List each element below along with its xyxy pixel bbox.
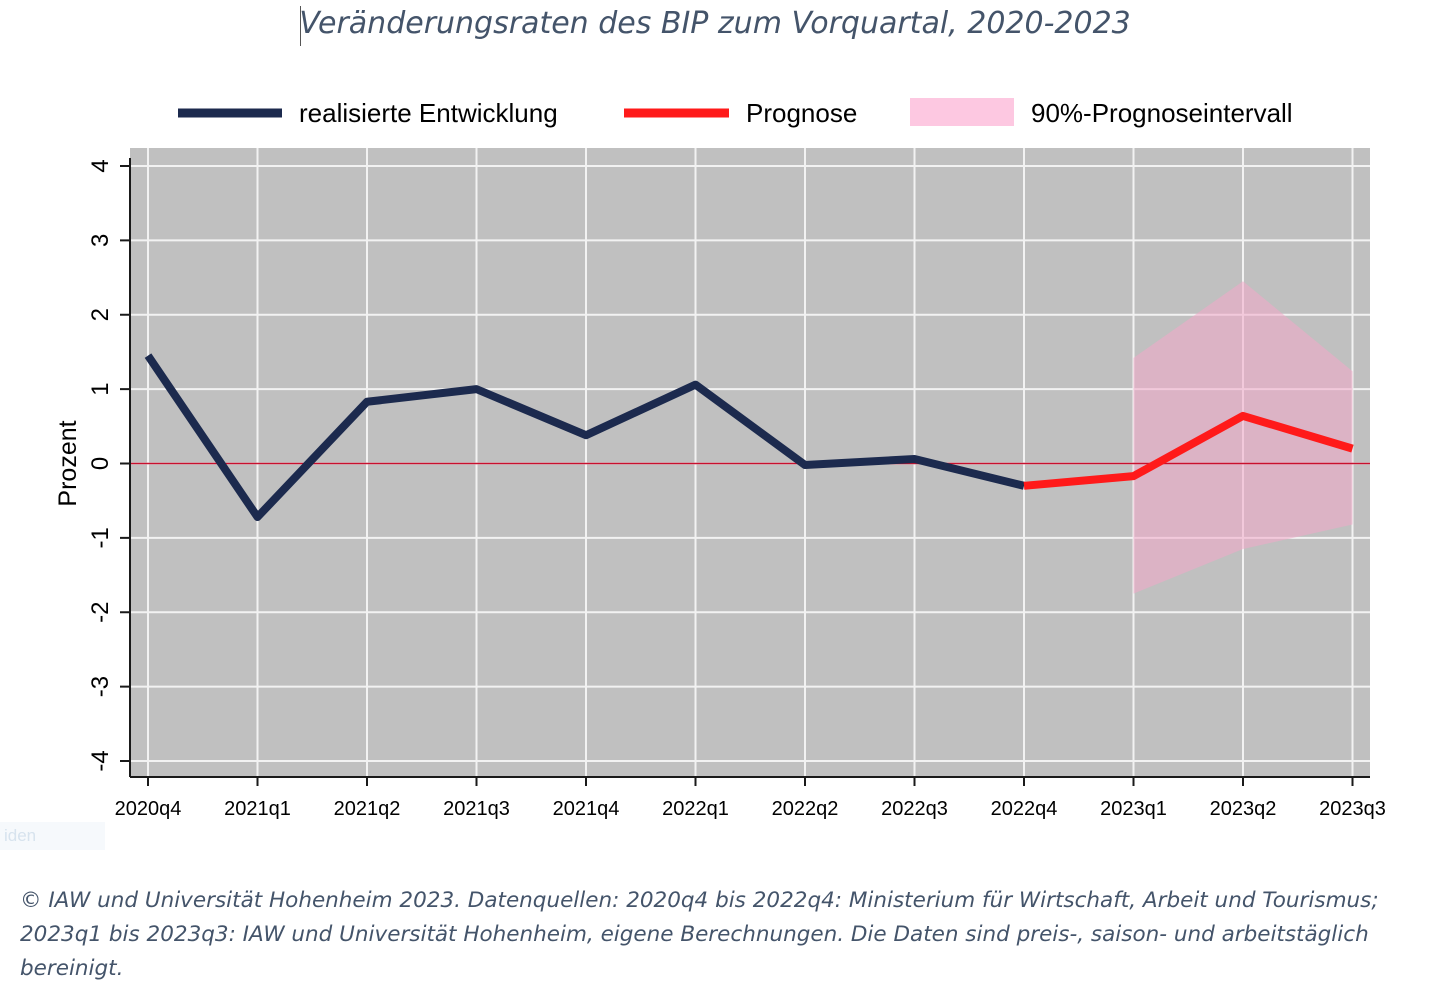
y-tick-label: 4 — [87, 159, 114, 172]
legend-label-realisierte-entwicklung: realisierte Entwicklung — [299, 98, 558, 128]
x-tick-label: 2023q1 — [1100, 798, 1167, 820]
x-tick-label: 2023q2 — [1210, 798, 1277, 820]
y-tick-label: -1 — [87, 527, 114, 548]
series-line-prognose — [1023, 411, 1354, 490]
plot-area: 4 3 2 1 0 -1 -2 -3 -4 2020q4 2021q1 2021q2 2021q3 202… — [54, 148, 1386, 820]
x-tick-label: 2022q2 — [772, 798, 839, 820]
x-tick-label: 2021q3 — [443, 798, 510, 820]
y-tick-label: 3 — [87, 234, 114, 247]
x-tick-label: 2022q4 — [991, 798, 1058, 820]
legend-swatch-interval — [910, 98, 1014, 126]
y-tick-label: 0 — [87, 457, 114, 470]
x-tick-label: 2021q4 — [553, 798, 620, 820]
legend-label-interval: 90%-Prognoseintervall — [1031, 98, 1293, 128]
bip-line-chart: realisierte Entwicklung Prognose 90%-Progn… — [54, 98, 1386, 820]
y-tick-label: -2 — [87, 602, 114, 623]
text-cursor — [300, 6, 301, 46]
y-tick-label: -3 — [87, 676, 114, 697]
x-tick-label: 2020q4 — [115, 798, 182, 820]
x-tick-label: 2022q3 — [881, 798, 948, 820]
x-tick-label: 2021q2 — [334, 798, 401, 820]
source-footnote: © IAW und Universität Hohenheim 2023. Da… — [20, 888, 1379, 981]
y-tick-label: 1 — [87, 382, 114, 395]
x-tick-label: 2023q3 — [1319, 798, 1386, 820]
hidden-tooltip-fragment: iden — [0, 822, 105, 850]
legend: realisierte Entwicklung Prognose 90%-Progn… — [178, 98, 1293, 128]
x-tick-label: 2021q1 — [224, 798, 291, 820]
y-axis-title: Prozent — [54, 420, 82, 506]
chart-title: Veränderungsraten des BIP zum Vorquartal… — [299, 6, 1131, 41]
forecast-interval-band — [1133, 281, 1353, 594]
legend-label-prognose: Prognose — [746, 98, 857, 128]
y-tick-label: 2 — [87, 308, 114, 321]
y-tick-label: -4 — [87, 750, 114, 771]
x-tick-label: 2022q1 — [662, 798, 729, 820]
